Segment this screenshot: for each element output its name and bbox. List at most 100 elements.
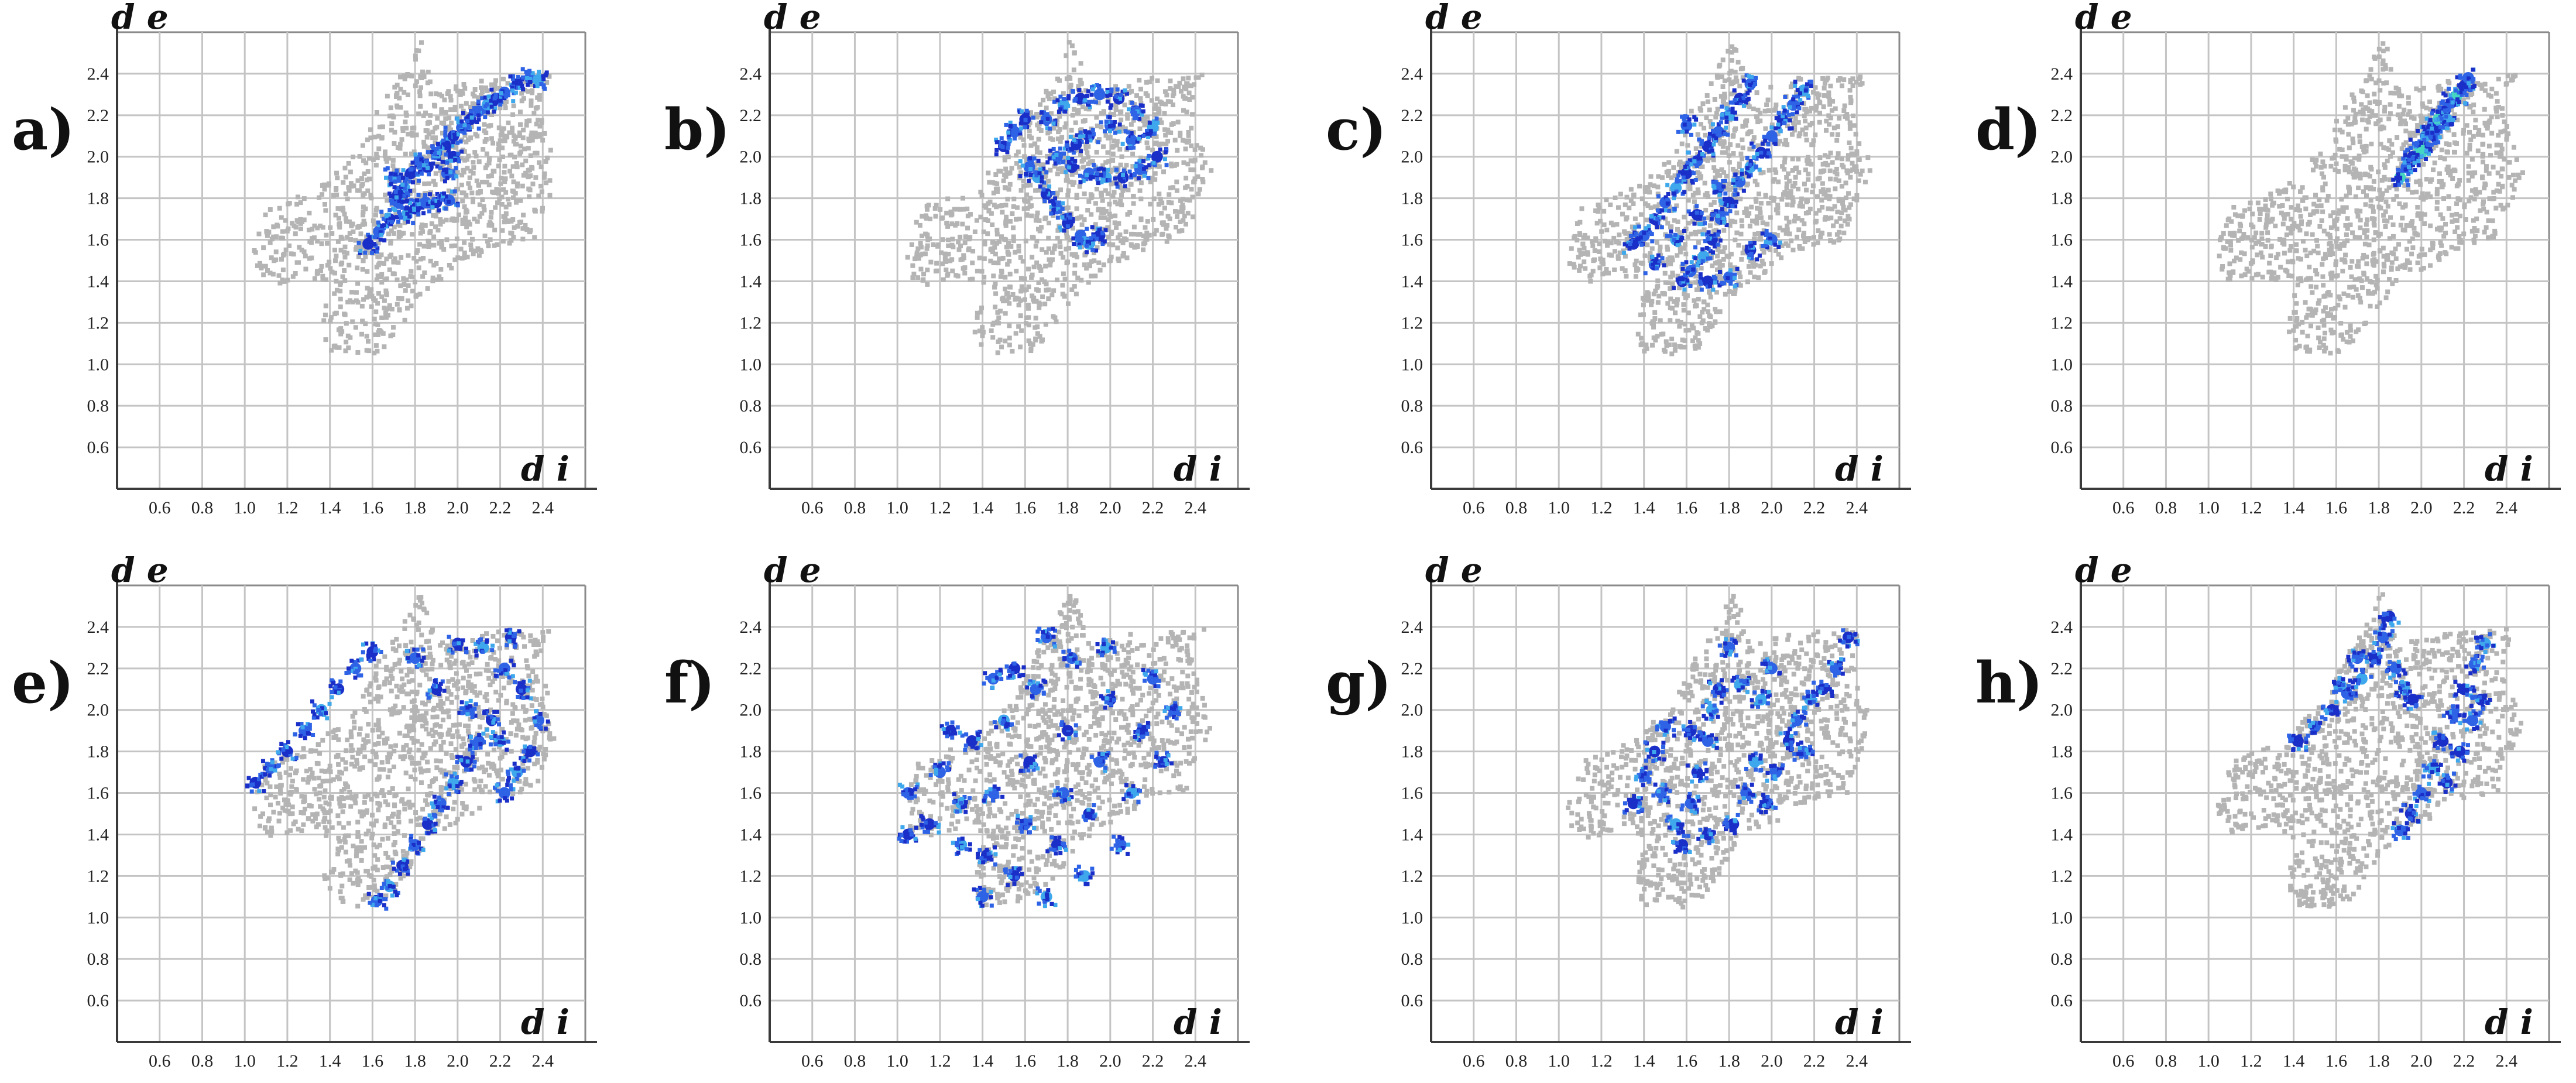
gray-cloud-point <box>391 231 396 236</box>
data-point-spatter <box>1005 150 1010 155</box>
gray-cloud-point <box>1165 139 1171 144</box>
gray-cloud-point <box>462 215 468 221</box>
gray-cloud-point <box>1739 218 1744 223</box>
data-point-spatter <box>431 197 436 202</box>
gray-cloud-point <box>520 135 526 140</box>
gray-cloud-point <box>1719 167 1724 172</box>
gray-cloud-point <box>315 239 320 244</box>
gray-cloud-point <box>536 118 541 123</box>
gray-cloud-point <box>1123 126 1128 131</box>
data-point-spatter <box>1095 177 1100 181</box>
gray-cloud-point <box>1720 263 1725 268</box>
gray-cloud-point <box>448 98 454 103</box>
data-point-spatter <box>411 207 416 212</box>
data-point-spatter <box>1037 171 1042 176</box>
data-point-spatter <box>395 186 400 190</box>
gray-cloud-point <box>1176 84 1181 89</box>
x-tick-label: 0.6 <box>1463 498 1485 517</box>
gray-cloud-point <box>1781 228 1786 233</box>
gray-cloud-point <box>1055 277 1060 283</box>
gray-cloud-point <box>1703 157 1708 162</box>
gray-cloud-point <box>1069 128 1074 133</box>
gray-cloud-point <box>345 196 350 201</box>
data-point-spatter <box>1721 184 1726 189</box>
gray-cloud-point <box>1078 152 1083 157</box>
gray-cloud-point <box>1014 161 1019 166</box>
data-point-spatter <box>1716 214 1720 218</box>
gray-cloud-point <box>910 263 915 268</box>
gray-cloud-point <box>1697 174 1702 179</box>
y-tick-label: 1.8 <box>1401 189 1424 208</box>
gray-cloud-point <box>1597 241 1602 246</box>
data-point-spatter <box>1081 179 1086 183</box>
gray-cloud-point <box>1026 266 1031 272</box>
data-point-spatter <box>389 201 394 205</box>
data-point-spatter <box>1108 105 1113 110</box>
gray-cloud-point <box>1649 299 1655 304</box>
gray-cloud-point <box>1155 78 1160 83</box>
data-point-spatter <box>1712 131 1717 136</box>
data-point-spatter <box>1137 159 1142 163</box>
gray-cloud-point <box>1841 108 1847 114</box>
gray-cloud-point <box>1683 132 1688 138</box>
gray-cloud-point <box>1846 214 1851 219</box>
data-point-spatter <box>1720 207 1724 211</box>
gray-cloud-point <box>1726 153 1731 158</box>
gray-cloud-point <box>277 205 282 211</box>
gray-cloud-point <box>999 344 1004 349</box>
gray-cloud-point <box>1632 262 1638 268</box>
data-point-spatter <box>1107 115 1112 119</box>
gray-cloud-point <box>2352 99 2357 104</box>
gray-cloud-point <box>915 246 921 251</box>
gray-cloud-point <box>1008 219 1013 224</box>
data-point-spatter <box>1079 237 1084 242</box>
gray-cloud-point <box>1109 229 1114 235</box>
gray-cloud-point <box>481 147 486 152</box>
data-point-spatter <box>1017 128 1022 133</box>
gray-cloud-point <box>411 188 417 193</box>
data-point-spatter <box>1724 211 1729 216</box>
gray-cloud-point <box>1007 181 1013 187</box>
gray-cloud-point <box>1048 91 1054 96</box>
gray-cloud-point <box>1793 116 1798 121</box>
data-point-spatter <box>1089 92 1094 97</box>
gray-cloud-point <box>1735 60 1741 65</box>
data-point-spatter <box>1051 146 1056 151</box>
gray-cloud-point <box>1830 132 1835 137</box>
data-point-spatter <box>1713 180 1718 184</box>
gray-cloud-point <box>367 294 372 299</box>
data-point-spatter <box>1117 122 1122 127</box>
gray-cloud-point <box>1756 191 1761 197</box>
gray-cloud-point <box>1785 124 1790 129</box>
data-point-spatter <box>1684 260 1689 265</box>
gray-cloud-point <box>1816 228 1821 234</box>
gray-cloud-point <box>543 180 548 186</box>
gray-cloud-point <box>2328 351 2333 356</box>
data-point-spatter <box>1697 216 1702 221</box>
data-point-spatter <box>1147 120 1152 125</box>
data-point-spatter <box>384 224 389 229</box>
gray-cloud-point <box>1143 235 1148 240</box>
data-point-spatter <box>1738 178 1743 183</box>
data-point-spatter <box>512 91 516 95</box>
x-tick-label: 1.6 <box>1014 498 1037 517</box>
gray-cloud-point <box>511 179 516 184</box>
gray-cloud-point <box>1835 210 1840 215</box>
gray-cloud-point <box>420 229 426 234</box>
data-point-spatter <box>1700 139 1704 143</box>
gray-cloud-point <box>2446 206 2451 211</box>
gray-cloud-point <box>271 234 276 239</box>
gray-cloud-point <box>366 348 372 354</box>
gray-cloud-point <box>359 303 365 309</box>
gray-cloud-point <box>1853 132 1858 137</box>
gray-cloud-point <box>1800 204 1805 209</box>
gray-cloud-point <box>1715 107 1720 112</box>
gray-cloud-point <box>921 272 927 277</box>
gray-cloud-point <box>1119 193 1124 198</box>
data-point-spatter <box>1778 129 1783 133</box>
gray-cloud-point <box>1849 151 1854 156</box>
gray-cloud-point <box>1820 231 1825 236</box>
gray-cloud-point <box>1108 112 1113 117</box>
gray-cloud-point <box>426 70 431 75</box>
gray-cloud-point <box>1793 214 1798 219</box>
